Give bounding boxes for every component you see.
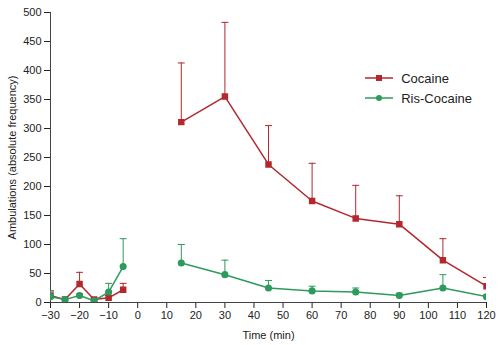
svg-text:0: 0 xyxy=(35,296,41,308)
svg-text:450: 450 xyxy=(23,35,41,47)
svg-text:10: 10 xyxy=(161,309,173,321)
svg-text:20: 20 xyxy=(190,309,202,321)
html-text:Ris-Cocaine: Ris-Cocaine xyxy=(401,90,472,106)
svg-text:30: 30 xyxy=(219,309,231,321)
svg-text:80: 80 xyxy=(364,309,376,321)
svg-text:100: 100 xyxy=(419,309,437,321)
svg-text:100: 100 xyxy=(23,238,41,250)
svg-text:400: 400 xyxy=(23,64,41,76)
html-text:Cocaine: Cocaine xyxy=(401,70,449,86)
svg-text:150: 150 xyxy=(23,209,41,221)
svg-text:−30: −30 xyxy=(41,309,60,321)
svg-text:500: 500 xyxy=(23,6,41,18)
svg-text:110: 110 xyxy=(449,309,467,321)
svg-text:50: 50 xyxy=(277,309,289,321)
svg-text:Time (min): Time (min) xyxy=(242,329,294,341)
svg-text:120: 120 xyxy=(477,309,495,321)
svg-text:40: 40 xyxy=(248,309,260,321)
svg-text:90: 90 xyxy=(393,309,405,321)
svg-text:350: 350 xyxy=(23,93,41,105)
svg-text:60: 60 xyxy=(306,309,318,321)
svg-text:−20: −20 xyxy=(70,309,89,321)
svg-text:−10: −10 xyxy=(99,309,118,321)
svg-text:250: 250 xyxy=(23,151,41,163)
svg-text:50: 50 xyxy=(29,267,41,279)
svg-text:0: 0 xyxy=(135,309,141,321)
svg-text:300: 300 xyxy=(23,122,41,134)
svg-text:200: 200 xyxy=(23,180,41,192)
svg-text:Ambulations (absolute frequenc: Ambulations (absolute frequency) xyxy=(6,76,18,240)
svg-text:70: 70 xyxy=(335,309,347,321)
